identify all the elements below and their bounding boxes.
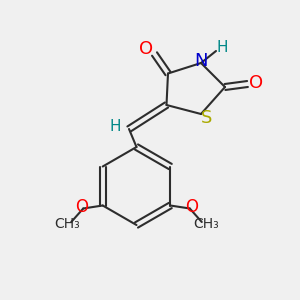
Text: H: H bbox=[110, 119, 121, 134]
Text: CH₃: CH₃ bbox=[54, 217, 80, 230]
Text: O: O bbox=[139, 40, 153, 58]
Text: H: H bbox=[217, 40, 228, 56]
Text: N: N bbox=[194, 52, 208, 70]
Text: O: O bbox=[249, 74, 263, 92]
Text: CH₃: CH₃ bbox=[194, 217, 219, 230]
Text: S: S bbox=[201, 109, 212, 127]
Text: O: O bbox=[185, 198, 198, 216]
Text: O: O bbox=[75, 198, 88, 216]
